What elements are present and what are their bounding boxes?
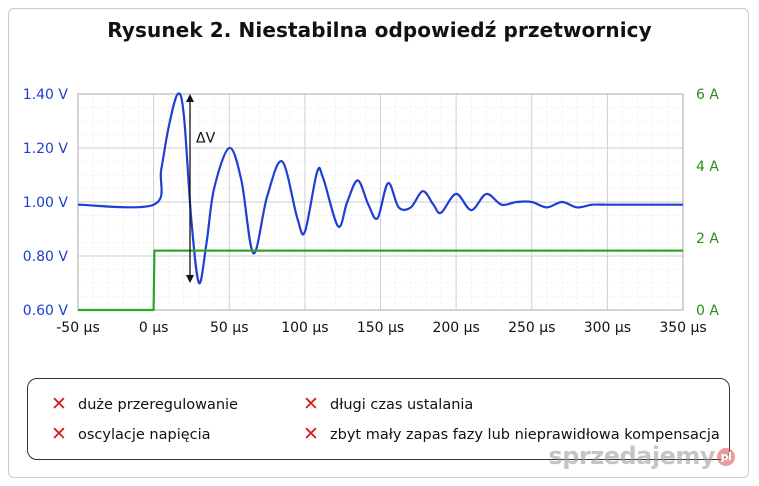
series-voltage-line: [77, 92, 683, 285]
watermark-text: sprzedajemy: [548, 442, 715, 470]
x-mark-icon: ✕: [51, 423, 67, 445]
left-tick-label: 0.80 V: [23, 249, 69, 265]
x-tick-label: 200 µs: [432, 320, 479, 336]
delta-v-label: ΔV: [196, 131, 216, 147]
left-tick-label: 1.40 V: [23, 87, 69, 103]
chart-title: Rysunek 2. Niestabilna odpowiedź przetwo…: [107, 18, 652, 42]
x-tick-label: 150 µs: [357, 320, 404, 336]
x-tick-label: 250 µs: [508, 320, 555, 336]
legend-item-settling-time: ✕ długi czas ustalania: [300, 395, 473, 414]
x-tick-label: 0 µs: [139, 320, 169, 336]
watermark: sprzedajemy pl: [548, 442, 735, 470]
left-tick-label: 1.00 V: [23, 195, 69, 211]
plot-frame: [77, 93, 684, 311]
legend-box: ✕ duże przeregulowanie ✕ długi czas usta…: [27, 378, 730, 460]
x-mark-icon: ✕: [303, 393, 319, 415]
left-axis-ticks: 0.60 V 0.80 V 1.00 V 1.20 V 1.40 V: [23, 87, 69, 319]
plot-border: [77, 93, 684, 311]
legend-label: zbyt mały zapas fazy lub nieprawidłowa k…: [330, 426, 720, 443]
watermark-badge-icon: pl: [717, 448, 735, 466]
x-tick-label: 100 µs: [281, 320, 328, 336]
left-tick-label: 1.20 V: [23, 141, 69, 157]
legend-item-oscillations: ✕ oscylacje napięcia: [48, 425, 211, 444]
annotation-group: ΔV: [186, 94, 216, 283]
x-axis-ticks: -50 µs 0 µs 50 µs 100 µs 150 µs 200 µs 250 µs 3…: [56, 320, 706, 336]
right-axis-ticks: 0 A 2 A 4 A 6 A: [696, 87, 719, 319]
x-mark-icon: ✕: [51, 393, 67, 415]
delta-v-arrow-head-bottom: [186, 275, 194, 283]
legend-label: oscylacje napięcia: [78, 426, 211, 443]
x-tick-label: 300 µs: [584, 320, 631, 336]
legend-label: długi czas ustalania: [330, 396, 474, 413]
legend-item-overshoot: ✕ duże przeregulowanie: [48, 395, 238, 414]
left-tick-label: 0.60 V: [23, 303, 69, 319]
delta-v-arrow-head-top: [186, 94, 194, 102]
right-tick-label: 2 A: [696, 231, 719, 247]
x-tick-label: 50 µs: [210, 320, 248, 336]
legend-item-phase-margin: ✕ zbyt mały zapas fazy lub nieprawidłowa…: [300, 425, 720, 444]
right-tick-label: 6 A: [696, 87, 719, 103]
right-tick-label: 4 A: [696, 159, 719, 175]
right-tick-label: 0 A: [696, 303, 719, 319]
legend-label: duże przeregulowanie: [78, 396, 238, 413]
x-tick-label: 350 µs: [659, 320, 706, 336]
x-tick-label: -50 µs: [56, 320, 100, 336]
series-current-line: [78, 249, 683, 312]
series-group: [77, 92, 683, 312]
x-mark-icon: ✕: [303, 423, 319, 445]
